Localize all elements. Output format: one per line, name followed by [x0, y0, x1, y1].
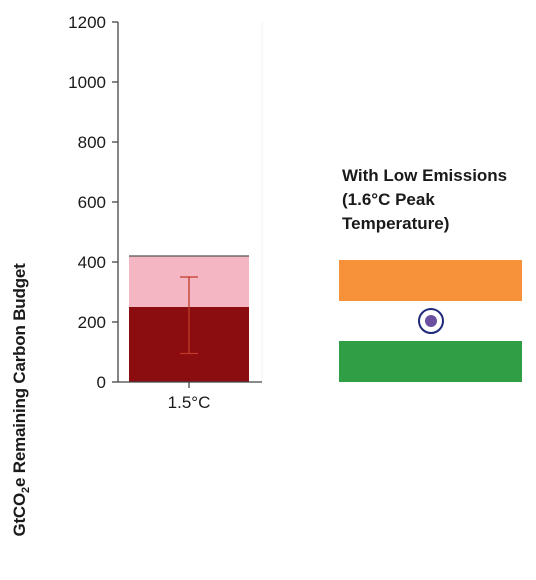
y-tick-label: 1000 [68, 73, 106, 92]
chart-svg: 0 200 400 600 800 1000 1200 1.5°C [68, 13, 263, 412]
y-tick-label: 0 [97, 373, 106, 392]
y-tick-label: 400 [78, 253, 106, 272]
legend-title-line-3: Temperature) [342, 214, 450, 233]
y-axis-label-rest: e Remaining Carbon Budget [10, 263, 29, 488]
x-tick-label: 1.5°C [168, 393, 211, 412]
flag-green-band [339, 341, 522, 383]
x-axis: 1.5°C [118, 381, 262, 412]
y-axis-label: GtCO2e Remaining Carbon Budget [10, 220, 36, 580]
flag-saffron-band [339, 260, 522, 301]
y-axis-label-subscript: 2 [20, 487, 32, 493]
legend-title: With Low Emissions (1.6°C Peak Temperatu… [342, 164, 532, 236]
y-tick-label: 800 [78, 133, 106, 152]
y-tick-label: 200 [78, 313, 106, 332]
y-axis: 0 200 400 600 800 1000 1200 [68, 13, 119, 392]
y-tick-label: 1200 [68, 13, 106, 32]
legend-title-line-1: With Low Emissions [342, 166, 508, 185]
india-flag-icon [339, 260, 522, 383]
bars [129, 255, 249, 382]
legend-title-line-2: (1.6°C Peak [342, 190, 435, 209]
y-axis-label-main: GtCO [10, 492, 29, 537]
ashoka-chakra-icon [417, 308, 444, 334]
y-tick-label: 600 [78, 193, 106, 212]
